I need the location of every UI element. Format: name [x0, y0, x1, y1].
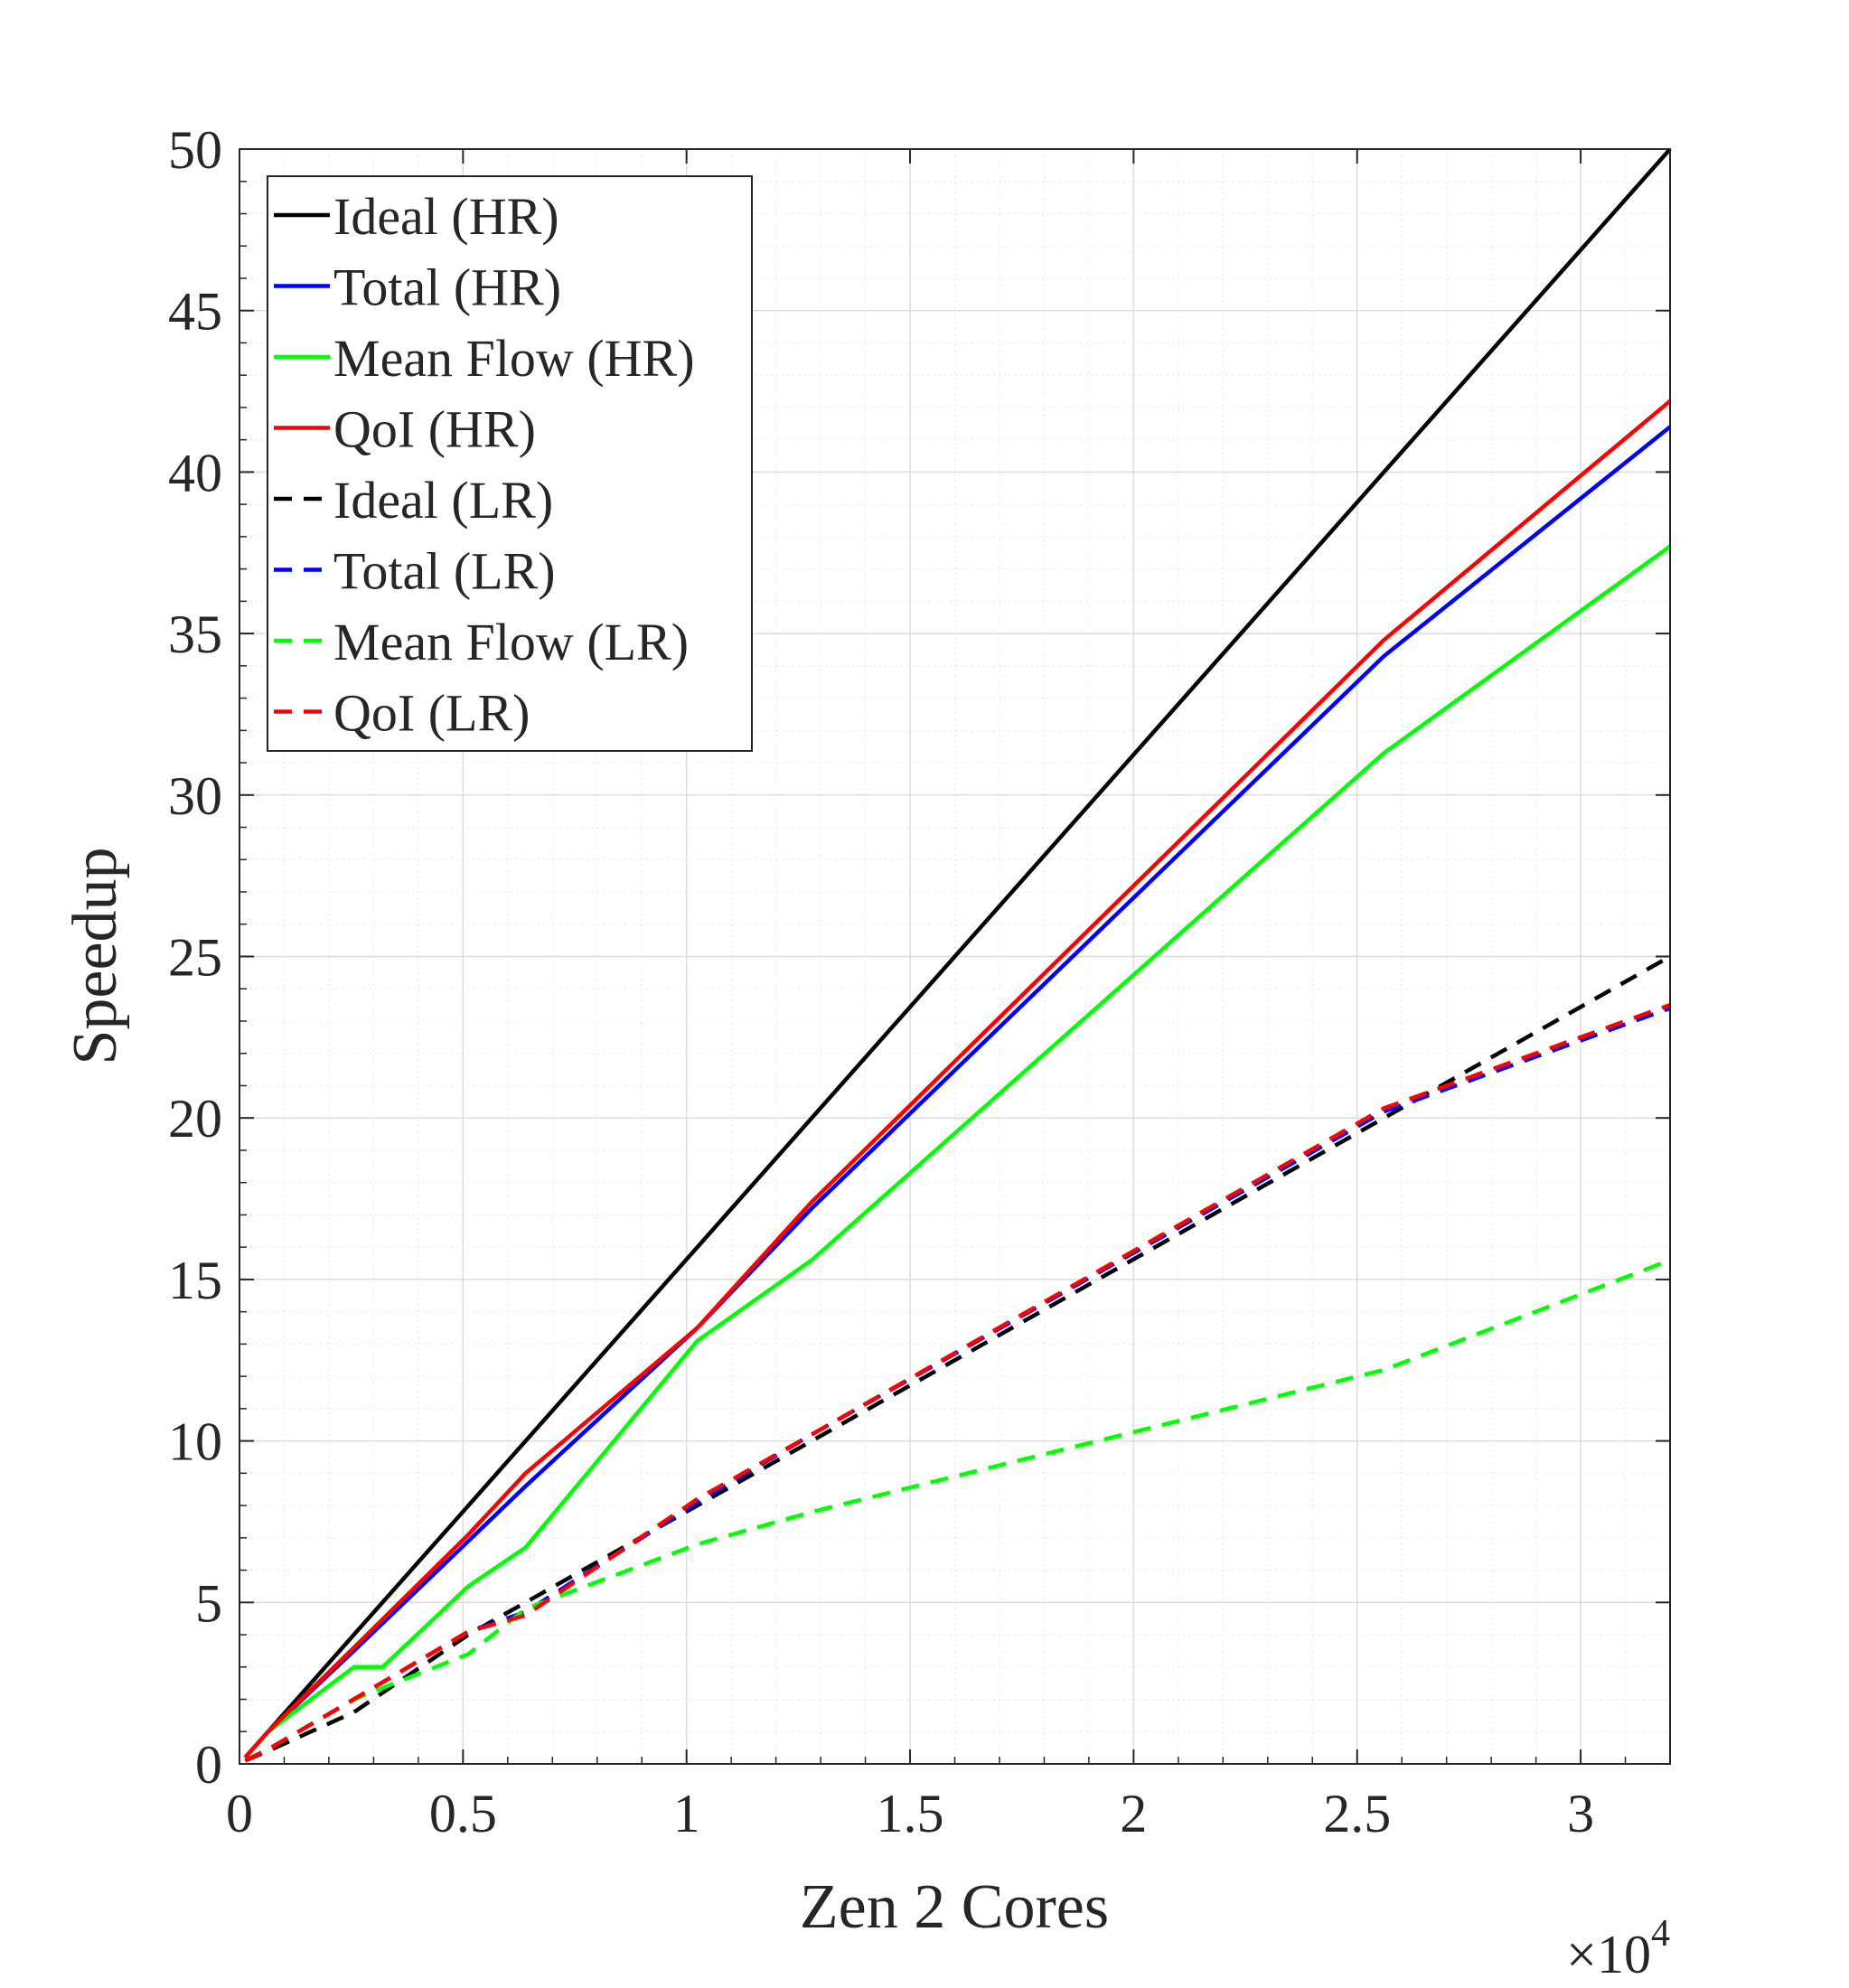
- y-tick-label: 45: [168, 282, 222, 342]
- y-tick-label: 0: [195, 1735, 222, 1795]
- x-tick-label: 1: [673, 1784, 700, 1843]
- x-tick-label: 2.5: [1323, 1784, 1391, 1843]
- legend-entry-label: Mean Flow (HR): [333, 329, 695, 388]
- y-tick-label: 10: [168, 1412, 222, 1472]
- legend: Ideal (HR) Total (HR) Mean Flow (HR) QoI (H…: [267, 175, 753, 752]
- legend-entry-label: QoI (HR): [333, 400, 536, 459]
- legend-entry-label: QoI (LR): [333, 684, 530, 743]
- legend-box: [267, 175, 753, 752]
- x-tick-labels: 0 0.5 1 1.5 2 2.5 3: [226, 1784, 1594, 1843]
- y-tick-label: 50: [168, 120, 222, 180]
- legend-entry-label: Total (LR): [333, 542, 556, 601]
- axis-ticks: [239, 148, 1670, 1765]
- y-tick-label: 35: [168, 605, 222, 664]
- y-tick-label: 30: [168, 766, 222, 826]
- x-tick-label: 0: [226, 1784, 253, 1843]
- legend-entry-label: Total (HR): [333, 258, 561, 317]
- series-layer: [243, 147, 1672, 1763]
- x-tick-label: 2: [1120, 1784, 1147, 1843]
- legend-entry-label: Mean Flow (LR): [333, 613, 689, 671]
- y-tick-label: 20: [168, 1089, 222, 1149]
- series-line-ideal-hr: [243, 147, 1672, 1759]
- legend-entry-label: Ideal (HR): [333, 187, 559, 246]
- y-tick-label: 40: [168, 443, 222, 502]
- x-tick-label: 0.5: [429, 1784, 497, 1843]
- x-exponent-label: ×104: [1566, 1913, 1670, 1984]
- legend-entry-label: Ideal (LR): [333, 471, 553, 530]
- series-line-ideal-lr: [244, 954, 1672, 1763]
- x-axis-label: Zen 2 Cores: [800, 1872, 1109, 1942]
- x-exponent-base: ×10: [1566, 1925, 1651, 1984]
- y-tick-label: 5: [195, 1573, 222, 1633]
- y-tick-labels: 0 5 10 15 20 25 30 35 40 45 50: [168, 120, 222, 1795]
- series-line-mean-flow-hr: [243, 544, 1672, 1759]
- y-axis-label: Speedup: [61, 847, 130, 1064]
- x-exponent-power: 4: [1651, 1913, 1670, 1955]
- y-tick-label: 25: [168, 928, 222, 988]
- series-line-qoi-hr: [243, 399, 1672, 1759]
- y-tick-label: 15: [168, 1251, 222, 1310]
- x-tick-label: 1.5: [877, 1784, 944, 1843]
- series-line-mean-flow-lr: [244, 1258, 1671, 1763]
- x-tick-label: 3: [1567, 1784, 1594, 1843]
